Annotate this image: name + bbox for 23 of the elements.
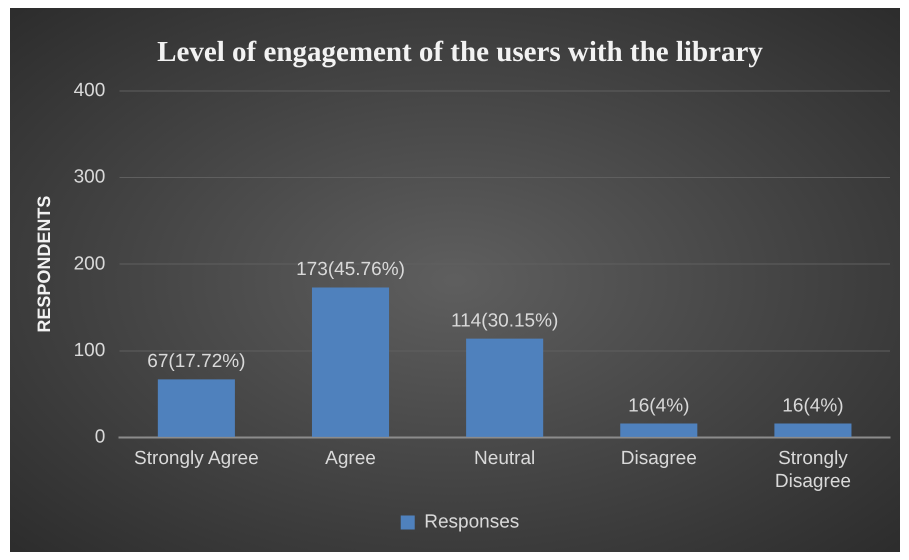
data-label: 16(4%) (628, 395, 690, 416)
data-label: 173(45.76%) (296, 259, 405, 280)
legend-label: Responses (424, 512, 520, 533)
data-label: 16(4%) (782, 395, 844, 416)
y-tick-label: 300 (74, 166, 106, 188)
y-tick-label: 100 (74, 340, 106, 361)
data-label: 67(17.72%) (147, 351, 246, 372)
x-tick-label: Disagree (620, 448, 697, 470)
bar (158, 379, 235, 437)
chart-title: Level of engagement of the users with the library (157, 36, 764, 68)
x-tick-label: Agree (325, 448, 376, 470)
bar (312, 287, 390, 437)
x-tick-label: Strongly Disagree (774, 448, 851, 492)
x-tick-label: Neutral (474, 448, 536, 470)
x-tick-label: Strongly Agree (134, 448, 259, 470)
bar (620, 424, 698, 437)
data-label: 114(30.15%) (450, 310, 558, 332)
y-tick-label: 0 (94, 426, 106, 448)
y-tick-label: 400 (74, 80, 106, 102)
y-axis-title: RESPONDENTS (34, 196, 54, 333)
y-tick-label: 200 (74, 253, 106, 274)
bar (774, 424, 852, 437)
bar (466, 338, 544, 437)
